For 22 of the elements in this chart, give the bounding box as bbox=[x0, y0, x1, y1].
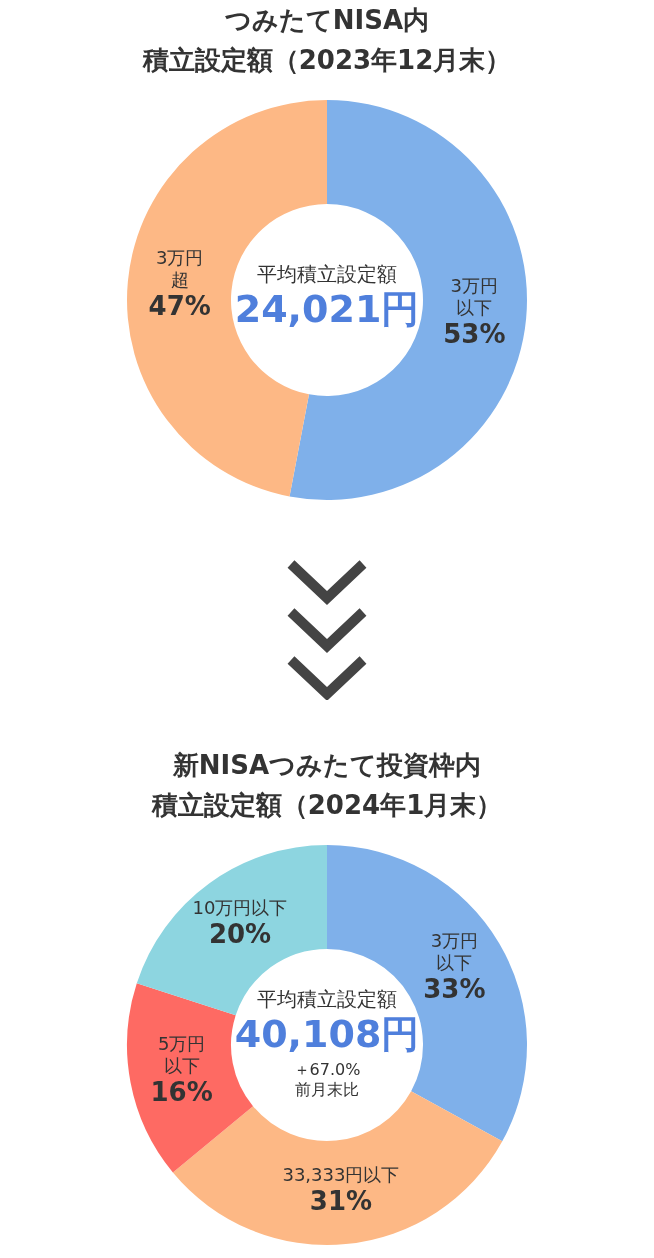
text: 前月末比 bbox=[295, 1080, 359, 1100]
data-label: 16% bbox=[150, 1077, 213, 1108]
chart-subtitle: 積立設定額（2024年1月末） bbox=[150, 789, 504, 822]
text: 24,021円 bbox=[234, 287, 420, 332]
text: 平均積立設定額 bbox=[257, 987, 397, 1012]
slice-label: 3万円以下 bbox=[430, 930, 479, 974]
slice-label: 5万円以下 bbox=[157, 1033, 206, 1077]
text: 40,108円 bbox=[234, 1012, 420, 1057]
chart-title: つみたてNISA内 bbox=[223, 4, 431, 37]
text: 平均積立設定額 bbox=[257, 262, 397, 287]
data-label: 47% bbox=[148, 290, 211, 321]
chart-subtitle: 積立設定額（2023年12月末） bbox=[141, 44, 513, 77]
data-label: 33% bbox=[423, 974, 486, 1005]
slice-label: 3万円超 bbox=[155, 246, 204, 290]
text: ＋67.0% bbox=[293, 1060, 361, 1080]
data-label: 20% bbox=[208, 919, 272, 950]
data-label: 53% bbox=[443, 318, 506, 349]
slice-label: 33,333円以下 bbox=[282, 1164, 400, 1186]
data-label: 31% bbox=[309, 1186, 373, 1217]
chart-title: 新NISAつみたて投資枠内 bbox=[171, 749, 483, 782]
slice-label: 3万円以下 bbox=[450, 274, 499, 318]
slice-label: 10万円以下 bbox=[192, 896, 288, 918]
